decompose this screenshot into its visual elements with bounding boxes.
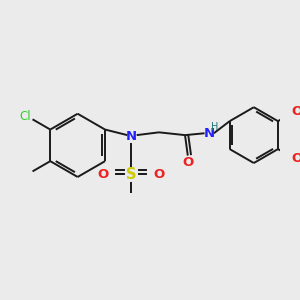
Text: N: N [204, 127, 215, 140]
Text: N: N [125, 130, 136, 143]
Text: O: O [291, 152, 300, 165]
Text: O: O [182, 156, 194, 169]
Text: O: O [153, 168, 165, 181]
Text: O: O [291, 105, 300, 118]
Text: H: H [211, 122, 218, 132]
Text: O: O [98, 168, 109, 181]
Text: Cl: Cl [20, 110, 31, 124]
Text: S: S [126, 167, 136, 182]
